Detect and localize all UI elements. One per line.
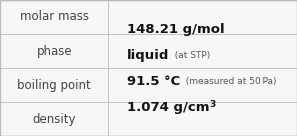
Text: (at STP): (at STP) xyxy=(169,51,211,60)
Text: phase: phase xyxy=(37,44,72,58)
Text: density: density xyxy=(32,112,76,126)
Text: 148.21 g/mol: 148.21 g/mol xyxy=(127,23,225,36)
Text: 3: 3 xyxy=(209,100,216,109)
Text: 91.5 °C: 91.5 °C xyxy=(127,75,180,88)
Text: 1.074 g/cm: 1.074 g/cm xyxy=(127,101,209,115)
Text: (measured at 50 Pa): (measured at 50 Pa) xyxy=(180,77,277,86)
Text: molar mass: molar mass xyxy=(20,10,89,24)
Text: liquid: liquid xyxy=(127,49,169,62)
Text: boiling point: boiling point xyxy=(17,78,91,92)
